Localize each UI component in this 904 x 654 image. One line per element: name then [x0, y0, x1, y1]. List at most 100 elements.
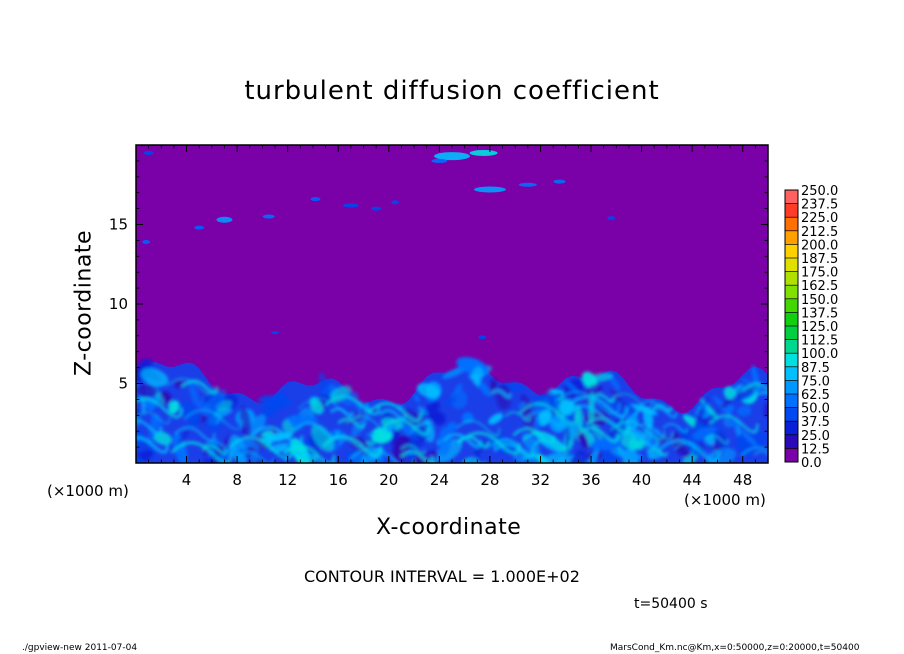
eddy-strand: [456, 420, 501, 436]
eddy: [610, 448, 644, 460]
eddy: [239, 406, 252, 438]
colorbar-label: 62.5: [801, 388, 830, 403]
eddy: [479, 381, 492, 397]
colorbar-segment: [785, 380, 798, 394]
eddy-strand: [628, 423, 673, 440]
eddy-strand: [345, 415, 393, 433]
footer-left: ./gpview-new 2011-07-04: [22, 643, 138, 653]
eddy-strand: [183, 409, 243, 430]
eddy-strand: [609, 393, 653, 409]
colorbar-segment: [785, 326, 798, 340]
x-tick-label: 32: [531, 471, 550, 489]
eddy-strand: [136, 419, 163, 435]
eddy-strand: [349, 447, 415, 463]
eddy: [647, 451, 664, 460]
x-tick-label: 44: [683, 471, 702, 489]
eddy-strand: [368, 402, 423, 423]
eddy: [454, 383, 463, 393]
eddy-strand: [561, 404, 624, 428]
footer-right: MarsCond_Km.nc@Km,x=0:50000,z=0:20000,t=…: [610, 643, 860, 653]
colorbar-label: 25.0: [801, 429, 830, 444]
eddy-strand: [741, 382, 768, 392]
colorbar-segment: [785, 421, 798, 435]
diffusion-patch: [371, 206, 382, 211]
colorbar-segment: [785, 244, 798, 258]
eddy: [488, 413, 504, 425]
colorbar-segment: [785, 203, 798, 218]
eddy-strand: [284, 451, 337, 463]
eddy: [416, 383, 441, 399]
x-axis-unit: (×1000 m): [684, 491, 766, 509]
eddy-strand: [521, 431, 572, 450]
eddy-strand: [566, 395, 629, 419]
eddy: [450, 389, 468, 410]
eddy: [204, 412, 218, 430]
y-axis-unit: (×1000 m): [47, 482, 129, 500]
colorbar-label: 162.5: [801, 279, 838, 294]
colorbar-label: 137.5: [801, 306, 838, 321]
diffusion-patch: [143, 150, 154, 155]
eddy-strand: [330, 407, 354, 418]
colorbar-segment: [785, 298, 798, 313]
eddy: [635, 439, 646, 451]
diffusion-patch: [553, 179, 566, 184]
eddy-strand: [614, 431, 659, 449]
eddy: [737, 405, 752, 417]
eddy-strand: [652, 403, 673, 412]
eddy: [747, 431, 768, 452]
colorbar-label: 100.0: [801, 347, 838, 362]
eddy-strand: [228, 436, 294, 460]
eddy: [474, 450, 480, 458]
eddy-strand: [733, 385, 768, 397]
eddy: [310, 424, 335, 453]
eddy: [152, 431, 173, 446]
chart-title: turbulent diffusion coefficient: [244, 76, 660, 106]
eddy: [136, 383, 158, 398]
diffusion-patch: [216, 216, 233, 223]
x-tick-label: 48: [733, 471, 752, 489]
colorbar-label: 75.0: [801, 374, 830, 389]
colorbar-label: 150.0: [801, 293, 838, 308]
colorbar-segment: [785, 366, 798, 381]
eddy-strand: [657, 439, 721, 463]
eddy-strand: [181, 379, 219, 395]
eddy-strand: [378, 409, 407, 421]
eddy: [188, 382, 200, 407]
eddy: [733, 391, 756, 404]
diffusion-patch: [391, 200, 400, 205]
eddy-strand: [251, 425, 304, 446]
diffusion-patch: [469, 149, 498, 156]
eddy-strand: [136, 436, 169, 454]
eddy-strand: [673, 441, 716, 457]
eddy-strand: [753, 450, 768, 456]
eddy-strand: [518, 402, 578, 425]
eddy: [365, 440, 376, 447]
eddy: [173, 433, 188, 463]
colorbar-segment: [785, 258, 798, 272]
colorbar-label: 0.0: [801, 456, 822, 471]
diffusion-patch: [262, 214, 275, 219]
eddy-strand: [325, 395, 381, 416]
eddy-strand: [704, 434, 730, 445]
turbulent-layer: [136, 357, 768, 463]
eddy-strand: [298, 397, 361, 420]
colorbar-segment: [785, 190, 798, 204]
eddy: [141, 397, 146, 416]
x-tick-label: 12: [278, 471, 297, 489]
eddy-strand: [504, 411, 531, 422]
colorbar-segment: [785, 353, 798, 367]
y-tick-label: 10: [109, 295, 128, 313]
diffusion-patch: [518, 182, 537, 187]
diffusion-patch: [478, 335, 487, 340]
y-axis-label: Z-coordinate: [71, 230, 97, 376]
colorbar-label: 237.5: [801, 198, 838, 213]
diffusion-patch: [342, 203, 359, 208]
eddy-strand: [136, 397, 183, 419]
eddy-strand: [170, 441, 233, 463]
time-label: t=50400 s: [634, 596, 708, 612]
eddy: [576, 429, 589, 449]
eddy: [608, 374, 621, 391]
colorbar-label: 87.5: [801, 361, 830, 376]
x-tick-label: 28: [480, 471, 499, 489]
eddy: [723, 386, 736, 400]
